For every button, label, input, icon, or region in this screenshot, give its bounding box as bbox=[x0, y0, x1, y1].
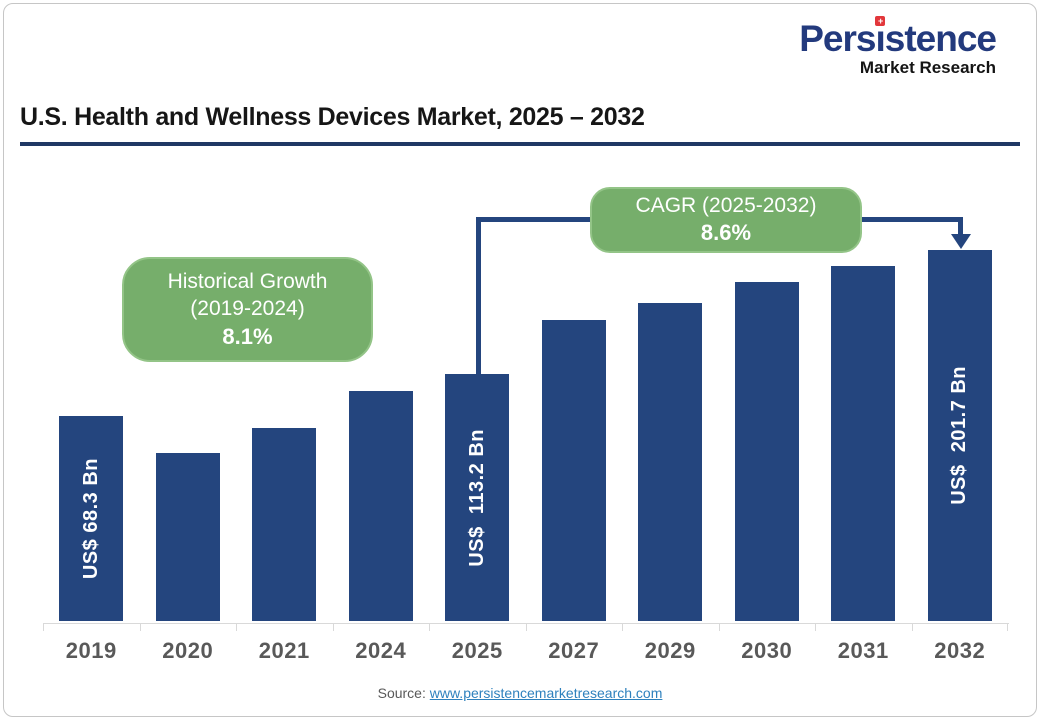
logo-brand-pre: Pers bbox=[799, 18, 876, 59]
bar-slot-2031 bbox=[815, 244, 912, 621]
source-link[interactable]: www.persistencemarketresearch.com bbox=[429, 685, 663, 701]
bar-slot-2027 bbox=[526, 244, 623, 621]
bar-slot-2024 bbox=[333, 244, 430, 621]
logo-red-cross-icon: + bbox=[875, 16, 886, 26]
bar-2019: US$ 68.3 Bn bbox=[59, 416, 124, 621]
historical-growth-line1: Historical Growth bbox=[167, 269, 328, 293]
bar-slot-2032: US$ 201.7 Bn bbox=[912, 244, 1009, 621]
bar-slot-2020 bbox=[140, 244, 237, 621]
x-axis-tick bbox=[718, 624, 720, 631]
logo-brand-post: stence bbox=[884, 18, 997, 59]
historical-growth-callout: Historical Growth (2019-2024) 8.1% bbox=[122, 257, 373, 362]
bar-2029 bbox=[638, 303, 703, 621]
bar-2030 bbox=[734, 282, 799, 621]
connector-right-vertical bbox=[958, 217, 963, 235]
x-tick-label-2029: 2029 bbox=[644, 638, 696, 663]
bar-slot-2025: US$ 113.2 Bn bbox=[429, 244, 526, 621]
x-axis-tick bbox=[525, 624, 527, 631]
x-axis-tick bbox=[139, 624, 141, 631]
bar-value-label-2032: US$ 201.7 Bn bbox=[948, 366, 971, 505]
x-tick-label-2019: 2019 bbox=[65, 638, 117, 663]
x-axis-labels: 2019 2020 2021 2024 2025 2027 2029 2030 2031 2032 bbox=[43, 638, 1008, 664]
x-tick-label-2024: 2024 bbox=[355, 638, 407, 663]
x-axis-tick bbox=[622, 624, 623, 631]
x-axis-tick bbox=[815, 624, 816, 631]
historical-growth-value: 8.1% bbox=[222, 323, 273, 349]
connector-arrow-down-icon bbox=[951, 234, 971, 249]
connector-left-horizontal bbox=[476, 217, 590, 222]
bar-slot-2029 bbox=[622, 244, 719, 621]
bar-2031 bbox=[831, 266, 896, 621]
bar-2027 bbox=[541, 320, 606, 621]
x-axis-tick bbox=[236, 624, 237, 631]
logo-brand-text: Persı + stence bbox=[799, 16, 997, 59]
bar-slot-2030 bbox=[719, 244, 816, 621]
x-axis-tick bbox=[911, 624, 913, 631]
x-tick-label-2021: 2021 bbox=[258, 638, 310, 663]
title-underline bbox=[20, 142, 1020, 146]
source-line: Source: www.persistencemarketresearch.co… bbox=[0, 685, 1040, 701]
x-tick-label-2020: 2020 bbox=[162, 638, 214, 663]
cagr-line1: CAGR (2025-2032) bbox=[635, 194, 817, 218]
bar-value-label-2019: US$ 68.3 Bn bbox=[79, 457, 102, 580]
cagr-callout: CAGR (2025-2032) 8.6% bbox=[590, 187, 862, 253]
bar-2025: US$ 113.2 Bn bbox=[445, 374, 510, 621]
source-label: Source: bbox=[377, 685, 430, 701]
bar-slot-2019: US$ 68.3 Bn bbox=[43, 244, 140, 621]
connector-left-vertical bbox=[476, 217, 481, 374]
bar-2021 bbox=[252, 428, 317, 621]
x-tick-label-2025: 2025 bbox=[451, 638, 503, 663]
x-axis-tick bbox=[332, 624, 334, 631]
x-tick-label-2032: 2032 bbox=[934, 638, 986, 663]
bar-2024 bbox=[348, 391, 413, 621]
logo: Persı + stence Market Research bbox=[799, 16, 997, 77]
x-axis-line bbox=[43, 623, 1009, 631]
bar-slot-2021 bbox=[236, 244, 333, 621]
x-tick-label-2027: 2027 bbox=[548, 638, 600, 663]
bar-2020 bbox=[155, 453, 220, 621]
x-tick-label-2030: 2030 bbox=[741, 638, 793, 663]
connector-right-horizontal bbox=[862, 217, 963, 222]
logo-subtitle: Market Research bbox=[859, 58, 996, 77]
cagr-value: 8.6% bbox=[700, 220, 752, 246]
x-tick-label-2031: 2031 bbox=[837, 638, 889, 663]
x-axis-tick bbox=[1007, 624, 1008, 631]
bar-2032: US$ 201.7 Bn bbox=[927, 250, 992, 621]
page-title: U.S. Health and Wellness Devices Market,… bbox=[20, 103, 645, 131]
historical-growth-line2: (2019-2024) bbox=[190, 297, 305, 321]
x-axis-tick bbox=[43, 624, 44, 631]
logo-i: ı + bbox=[875, 16, 886, 59]
plot-area: US$ 68.3 Bn US$ 113.2 Bn US$ 201.7 Bn bbox=[43, 244, 1008, 621]
x-axis-tick bbox=[429, 624, 430, 631]
bar-value-label-2025: US$ 113.2 Bn bbox=[465, 428, 488, 567]
